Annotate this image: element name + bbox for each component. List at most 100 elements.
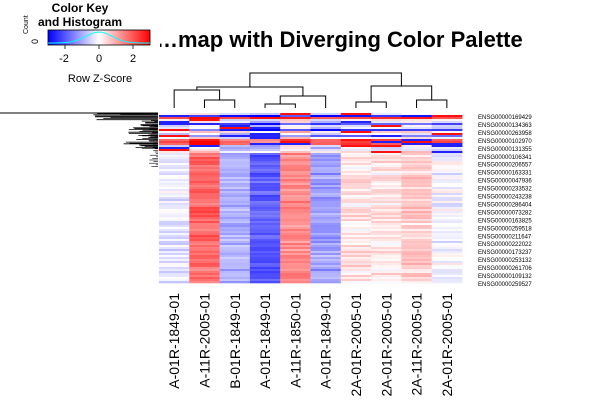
- heatmap-cell: [310, 177, 342, 180]
- heatmap-cell: [310, 201, 342, 204]
- heatmap-cell: [159, 221, 190, 224]
- heatmap-cell: [431, 193, 463, 196]
- heatmap-cell: [431, 255, 463, 258]
- heatmap-cell: [310, 239, 342, 242]
- heatmap-cell: [371, 269, 402, 272]
- heatmap-cell: [219, 125, 251, 128]
- heatmap-cell: [249, 227, 281, 230]
- heatmap-cell: [310, 255, 342, 258]
- heatmap-cell: [340, 151, 372, 154]
- heatmap-cell: [249, 205, 281, 208]
- heatmap-cell: [280, 197, 311, 200]
- heatmap-cell: [371, 199, 402, 202]
- heatmap-cell: [159, 247, 190, 250]
- heatmap-cell: [340, 179, 372, 182]
- heatmap-cell: [431, 281, 463, 284]
- column-label: A-01R-1849-01: [257, 293, 273, 389]
- heatmap-cell: [219, 203, 251, 206]
- heatmap-cell: [189, 265, 220, 268]
- heatmap-cell: [401, 191, 433, 194]
- heatmap-cell: [159, 165, 190, 168]
- heatmap-cell: [340, 233, 372, 236]
- heatmap-cell: [401, 215, 433, 218]
- row-label: ENSG00000253132: [478, 258, 532, 264]
- heatmap-cell: [371, 279, 402, 282]
- heatmap-cell: [401, 279, 433, 282]
- heatmap-cell: [431, 263, 463, 266]
- heatmap-cell: [371, 217, 402, 220]
- heatmap-cell: [371, 143, 402, 146]
- heatmap-cell: [310, 213, 342, 216]
- heatmap-cell: [219, 265, 251, 268]
- heatmap-cell: [189, 207, 220, 210]
- heatmap-cell: [219, 173, 251, 176]
- row-label: ENSG00000259527: [478, 282, 532, 288]
- heatmap-cell: [431, 225, 463, 228]
- heatmap-cell: [280, 267, 311, 270]
- heatmap-cell: [189, 229, 220, 232]
- heatmap-cell: [249, 133, 281, 136]
- heatmap-cell: [159, 255, 190, 258]
- heatmap-cell: [159, 237, 190, 240]
- heatmap-cell: [310, 275, 342, 278]
- heatmap-cell: [189, 233, 220, 236]
- heatmap-cell: [371, 249, 402, 252]
- heatmap-cell: [431, 273, 463, 276]
- heatmap-cell: [371, 255, 402, 258]
- color-key-histogram: [48, 31, 150, 44]
- heatmap-cell: [219, 171, 251, 174]
- heatmap-cell: [159, 189, 190, 192]
- heatmap-cell: [401, 181, 433, 184]
- color-key-tick: -2: [59, 53, 69, 65]
- heatmap-cell: [249, 165, 281, 168]
- heatmap-cell: [159, 267, 190, 270]
- heatmap-cell: [401, 167, 433, 170]
- heatmap-cell: [310, 131, 342, 134]
- heatmap-cell: [159, 179, 190, 182]
- heatmap-cell: [249, 255, 281, 258]
- heatmap-cell: [431, 183, 463, 186]
- heatmap-cell: [159, 231, 190, 234]
- heatmap-cell: [219, 205, 251, 208]
- heatmap-cell: [310, 193, 342, 196]
- heatmap-cell: [280, 123, 311, 126]
- heatmap-cell: [280, 205, 311, 208]
- heatmap-cell: [219, 253, 251, 256]
- heatmap-cell: [340, 265, 372, 268]
- heatmap-cell: [340, 153, 372, 156]
- heatmap-cell: [159, 153, 190, 156]
- heatmap-cell: [401, 205, 433, 208]
- heatmap-cell: [280, 171, 311, 174]
- heatmap-cell: [189, 199, 220, 202]
- heatmap-cell: [401, 119, 433, 122]
- heatmap-cell: [310, 115, 342, 118]
- heatmap-cell: [189, 249, 220, 252]
- heatmap-cell: [189, 237, 220, 240]
- heatmap-cell: [340, 231, 372, 234]
- heatmap-cell: [219, 199, 251, 202]
- heatmap-cell: [249, 233, 281, 236]
- heatmap-cell: [159, 115, 190, 118]
- heatmap-cell: [249, 115, 281, 118]
- heatmap-cell: [249, 135, 281, 138]
- heatmap-cell: [340, 247, 372, 250]
- heatmap-cell: [431, 129, 463, 132]
- heatmap-cell: [371, 157, 402, 160]
- heatmap-cell: [340, 175, 372, 178]
- heatmap-cell: [310, 147, 342, 150]
- heatmap-cell: [280, 137, 311, 140]
- heatmap-cell: [340, 185, 372, 188]
- heatmap-cell: [219, 229, 251, 232]
- heatmap-cell: [159, 263, 190, 266]
- heatmap-cell: [280, 153, 311, 156]
- heatmap-cell: [371, 137, 402, 140]
- heatmap-cell: [401, 241, 433, 244]
- heatmap-cell: [219, 157, 251, 160]
- heatmap-cell: [280, 169, 311, 172]
- heatmap-cell: [280, 189, 311, 192]
- heatmap-cell: [189, 125, 220, 128]
- column-label: A-11R-1850-01: [287, 293, 303, 388]
- heatmap-cell: [431, 177, 463, 180]
- heatmap-cell: [310, 143, 342, 146]
- heatmap-cell: [401, 137, 433, 140]
